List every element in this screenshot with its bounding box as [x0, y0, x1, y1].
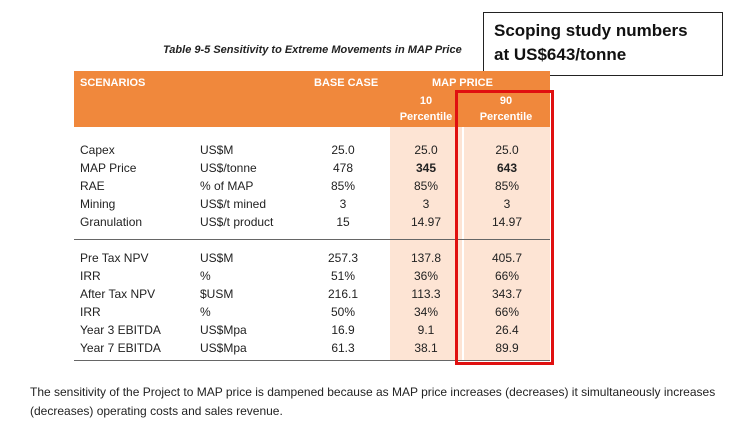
row-10-percentile: 36%: [413, 269, 439, 283]
row-unit: %: [200, 269, 211, 283]
table-header: [74, 71, 550, 127]
highlight-box: [455, 90, 554, 365]
callout-box: Scoping study numbers at US$643/tonne: [483, 12, 723, 76]
row-unit: US$/t mined: [200, 197, 267, 211]
row-90-percentile: 26.4: [495, 323, 519, 337]
row-90-percentile: 66%: [494, 305, 520, 319]
row-unit: US$Mpa: [200, 323, 247, 337]
table-caption: Table 9-5 Sensitivity to Extreme Movemen…: [163, 44, 462, 56]
header-90-percentile-label: Percentile: [479, 111, 533, 123]
row-10-percentile: 113.3: [411, 287, 441, 301]
row-base-case: 3: [339, 197, 347, 211]
row-10-percentile: 25.0: [414, 143, 438, 157]
callout-line-2: at US$643/tonne: [494, 45, 627, 64]
row-10-percentile: 38.1: [414, 341, 438, 355]
row-unit: US$M: [200, 251, 234, 265]
body-paragraph: The sensitivity of the Project to MAP pr…: [30, 385, 716, 418]
row-label: Year 3 EBITDA: [80, 323, 161, 337]
row-base-case: 216.1: [327, 287, 359, 301]
group-divider: [74, 239, 550, 240]
row-unit: US$/tonne: [200, 161, 257, 175]
row-base-case: 15: [336, 215, 350, 229]
row-unit: %: [200, 305, 211, 319]
header-map-price: MAP PRICE: [432, 77, 493, 89]
row-base-case: 16.9: [331, 323, 355, 337]
shade-col-10: [390, 127, 462, 361]
row-unit: US$/t product: [200, 215, 274, 229]
row-label: After Tax NPV: [80, 287, 156, 301]
row-90-percentile: 643: [496, 161, 518, 175]
row-label: Year 7 EBITDA: [80, 341, 161, 355]
row-90-percentile: 405.7: [491, 251, 523, 265]
sensitivity-table: SCENARIOS BASE CASE MAP PRICE 10 Percent…: [74, 71, 550, 361]
row-90-percentile: 25.0: [495, 143, 519, 157]
callout-line-1: Scoping study numbers: [494, 21, 688, 40]
row-10-percentile: 14.97: [410, 215, 442, 229]
row-base-case: 257.3: [327, 251, 359, 265]
row-label: MAP Price: [80, 161, 137, 175]
row-90-percentile: 89.9: [495, 341, 519, 355]
row-label: Pre Tax NPV: [80, 251, 149, 265]
row-unit: $USM: [200, 287, 234, 301]
row-10-percentile: 345: [415, 161, 437, 175]
shade-col-90: [464, 127, 550, 361]
row-label: Mining: [80, 197, 116, 211]
row-base-case: 50%: [330, 305, 356, 319]
header-scenarios: SCENARIOS: [80, 77, 146, 89]
row-10-percentile: 34%: [413, 305, 439, 319]
row-10-percentile: 85%: [413, 179, 439, 193]
table-bottom-border: [74, 360, 550, 361]
row-90-percentile: 3: [503, 197, 511, 211]
header-base-case: BASE CASE: [314, 77, 379, 89]
row-base-case: 51%: [330, 269, 356, 283]
row-unit: % of MAP: [200, 179, 254, 193]
row-label: Granulation: [80, 215, 143, 229]
row-90-percentile: 14.97: [491, 215, 523, 229]
row-base-case: 478: [332, 161, 354, 175]
row-label: RAE: [80, 179, 105, 193]
row-base-case: 61.3: [331, 341, 355, 355]
header-10-percentile-num: 10: [419, 95, 433, 107]
row-10-percentile: 137.8: [410, 251, 442, 265]
row-90-percentile: 343.7: [491, 287, 523, 301]
header-90-percentile-num: 90: [499, 95, 513, 107]
row-label: IRR: [80, 305, 101, 319]
row-90-percentile: 85%: [494, 179, 520, 193]
row-base-case: 85%: [330, 179, 356, 193]
row-90-percentile: 66%: [494, 269, 520, 283]
row-unit: US$M: [200, 143, 234, 157]
header-10-percentile-label: Percentile: [399, 111, 453, 123]
row-10-percentile: 3: [422, 197, 430, 211]
row-base-case: 25.0: [331, 143, 355, 157]
row-10-percentile: 9.1: [417, 323, 435, 337]
row-label: Capex: [80, 143, 115, 157]
row-unit: US$Mpa: [200, 341, 247, 355]
row-label: IRR: [80, 269, 101, 283]
